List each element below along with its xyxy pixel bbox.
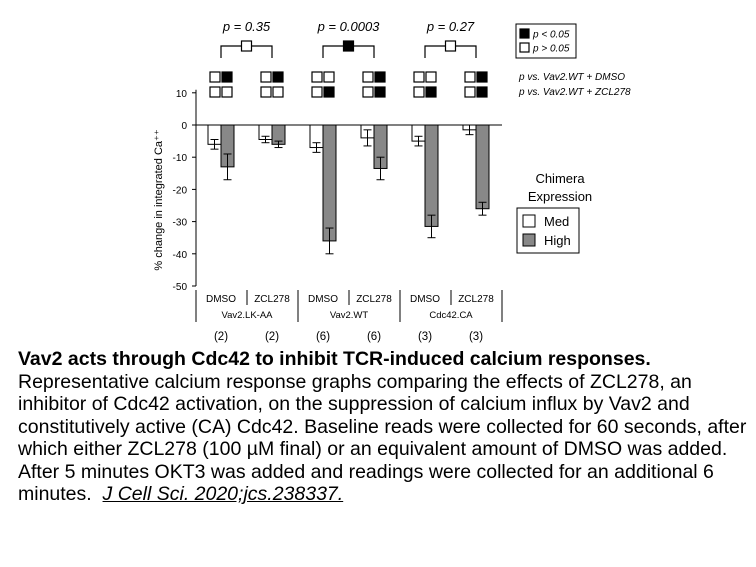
significance-box (476, 86, 488, 98)
p-key-label: p > 0.05 (532, 44, 570, 55)
legend: Chimera Expression Med High (516, 171, 592, 254)
category-labels: DMSO ZCL278 DMSO ZCL278 DMSO ZCL278 Vav2.LK-AA… (195, 290, 503, 343)
legend-label-high: High (544, 233, 571, 248)
legend-title-line1: Chimera (535, 171, 585, 186)
significance-box (272, 86, 284, 98)
sample-size-label: (6) (316, 331, 330, 343)
y-tick-label: -40 (173, 250, 188, 261)
significance-box (362, 71, 374, 83)
bar-high (424, 124, 439, 227)
row1-label: p vs. Vav2.WT + DMSO (518, 72, 625, 83)
group-label: Cdc42.CA (429, 310, 473, 321)
caption-text: Representative calcium response graphs c… (18, 371, 747, 506)
sample-size-label: (3) (469, 331, 483, 343)
significance-box (362, 86, 374, 98)
sample-size-label: (6) (367, 331, 381, 343)
y-tick-label: 0 (181, 121, 187, 132)
row2-label: p vs. Vav2.WT + ZCL278 (518, 87, 631, 98)
p-value-marker (444, 40, 457, 52)
p-key-swatch (519, 42, 530, 53)
y-tick-label: 10 (176, 89, 188, 100)
y-tick-label: -10 (173, 153, 188, 164)
group-label: Vav2.LK-AA (221, 310, 273, 321)
figure-caption: Vav2 acts through Cdc42 to inhibit TCR-i… (18, 347, 748, 505)
caption-title: Vav2 acts through Cdc42 to inhibit TCR-i… (18, 348, 651, 370)
significance-box (464, 86, 476, 98)
legend-swatch-high (522, 233, 536, 247)
significance-box (413, 71, 425, 83)
significance-box (272, 71, 284, 83)
legend-label-med: Med (544, 214, 569, 229)
p-value-label: p = 0.35 (222, 19, 271, 34)
significance-box (323, 71, 335, 83)
significance-box (425, 71, 437, 83)
category-label: DMSO (410, 294, 440, 305)
category-label: ZCL278 (356, 294, 392, 305)
significance-box (323, 86, 335, 98)
y-axis-label: % change in integrated Ca⁺⁺ (153, 129, 165, 270)
significance-box (425, 86, 437, 98)
significance-box (209, 71, 221, 83)
p-value-marker (342, 40, 355, 52)
p-key-label: p < 0.05 (532, 30, 570, 41)
significance-box (464, 71, 476, 83)
significance-row-labels: p vs. Vav2.WT + DMSO p vs. Vav2.WT + ZCL… (518, 72, 631, 98)
significance-box (413, 86, 425, 98)
axes (195, 89, 502, 286)
caption-citation-link[interactable]: J Cell Sci. 2020;jcs.238337. (102, 483, 344, 506)
significance-box (221, 71, 233, 83)
p-value-marker (240, 40, 253, 52)
significance-box (260, 86, 272, 98)
significance-box (260, 71, 272, 83)
p-value-label: p = 0.0003 (317, 19, 381, 34)
significance-box (209, 86, 221, 98)
significance-markers (209, 71, 488, 98)
category-label: ZCL278 (254, 294, 290, 305)
significance-box (476, 71, 488, 83)
p-key: p < 0.05 p > 0.05 (515, 23, 577, 59)
legend-title-line2: Expression (528, 189, 592, 204)
p-value-label: p = 0.27 (426, 19, 475, 34)
p-value-brackets: p = 0.35 p = 0.0003 p = 0.27 (220, 19, 477, 58)
group-label: Vav2.WT (330, 310, 369, 321)
p-key-swatch (519, 28, 530, 39)
sample-size-label: (2) (214, 331, 228, 343)
significance-box (311, 86, 323, 98)
bars (207, 124, 490, 255)
significance-box (374, 86, 386, 98)
y-tick-label: -20 (173, 185, 188, 196)
legend-swatch-med (522, 214, 536, 228)
category-label: DMSO (308, 294, 338, 305)
significance-box (374, 71, 386, 83)
category-label: ZCL278 (458, 294, 494, 305)
y-tick-label: -30 (173, 218, 188, 229)
sample-size-label: (2) (265, 331, 279, 343)
significance-box (221, 86, 233, 98)
bar-chart: % change in integrated Ca⁺⁺ 10 0 -10 -20 -30… (153, 19, 631, 343)
y-tick-label: -50 (173, 282, 188, 293)
category-label: DMSO (206, 294, 236, 305)
caption-body: Representative calcium response graphs c… (18, 371, 748, 505)
bar-high (322, 124, 337, 242)
bar-high (475, 124, 490, 210)
legend-box (516, 207, 580, 254)
p-key-box (515, 23, 577, 59)
significance-box (311, 71, 323, 83)
y-ticks: 10 0 -10 -20 -30 -40 -50 (173, 89, 196, 293)
sample-size-label: (3) (418, 331, 432, 343)
